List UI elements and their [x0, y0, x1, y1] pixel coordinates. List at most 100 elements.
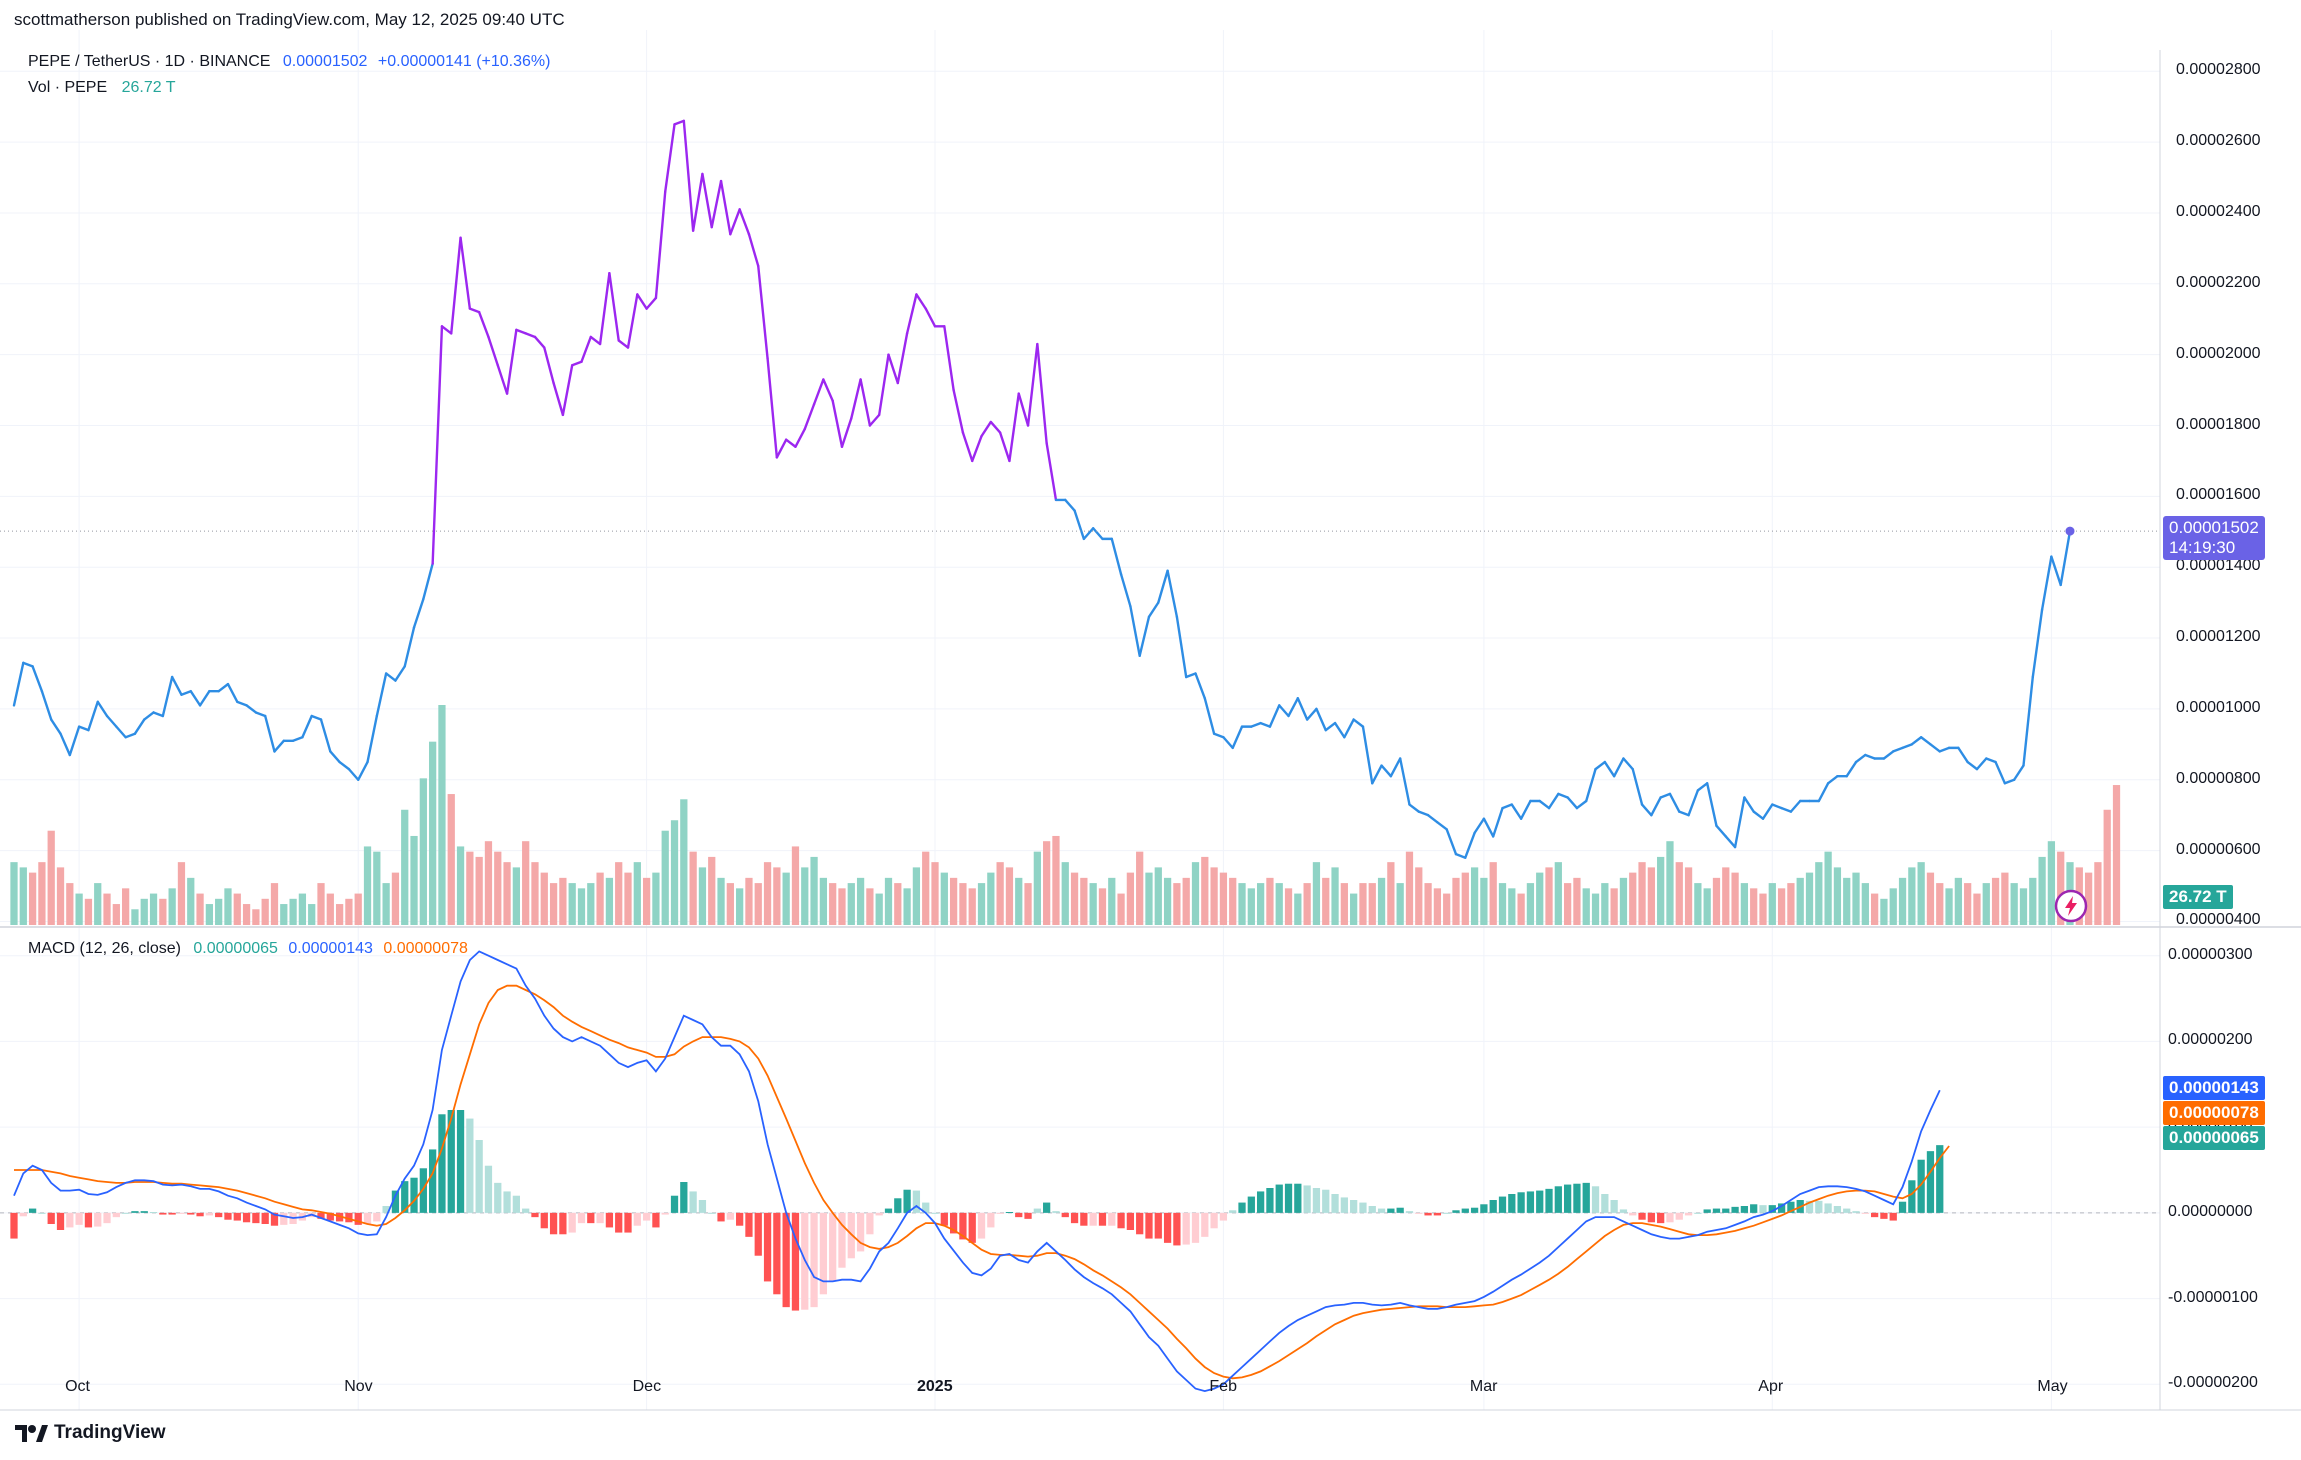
- macd-histogram-bar: [605, 1212, 614, 1228]
- volume-bar: [205, 904, 213, 925]
- macd-histogram-bar: [773, 1212, 781, 1295]
- volume-bar: [670, 820, 679, 925]
- macd-histogram-bar: [642, 1212, 651, 1221]
- volume-bar: [903, 888, 911, 925]
- price-line-segment: [943, 325, 955, 392]
- volume-bar: [801, 867, 809, 925]
- price-line-segment: [2059, 529, 2072, 587]
- macd-histogram-bar: [438, 1114, 446, 1213]
- macd-histogram-bar: [1508, 1194, 1516, 1213]
- macd-histogram-bar: [1238, 1202, 1246, 1213]
- volume-bar: [1136, 851, 1144, 925]
- price-line-segment: [794, 427, 806, 448]
- macd-histogram-bar: [977, 1212, 986, 1239]
- macd-histogram-bar: [1722, 1208, 1730, 1213]
- volume-bar: [1852, 872, 1860, 925]
- volume-bar: [1712, 877, 1721, 925]
- price-line-segment: [645, 296, 658, 310]
- price-line-segment: [1743, 796, 1755, 813]
- price-line-segment: [189, 689, 202, 707]
- macd-histogram-bar: [159, 1212, 167, 1215]
- volume-bar: [112, 904, 120, 925]
- volume-bar: [1703, 888, 1711, 925]
- price-line-segment: [124, 732, 137, 739]
- macd-histogram-bar: [1070, 1212, 1079, 1224]
- price-line-segment: [1733, 796, 1746, 849]
- price-line-segment: [784, 438, 797, 448]
- volume-bar: [2029, 877, 2037, 925]
- macd-histogram-bar: [429, 1149, 437, 1213]
- volume-bar: [1350, 893, 1358, 925]
- macd-histogram-bar: [559, 1212, 567, 1235]
- price-line-segment: [803, 403, 816, 431]
- volume-bar: [1117, 893, 1125, 925]
- macd-histogram-bar: [1712, 1208, 1721, 1213]
- macd-histogram-bar: [47, 1212, 55, 1224]
- volume-bar: [354, 893, 362, 925]
- volume-bar: [1284, 888, 1293, 925]
- volume-bar: [1163, 877, 1172, 925]
- volume-bar: [224, 888, 232, 925]
- volume-bar: [345, 898, 353, 925]
- volume-bar: [1610, 888, 1618, 925]
- price-line-segment: [1910, 736, 1923, 746]
- price-line-segment: [40, 689, 53, 721]
- volume-bar: [2047, 841, 2056, 925]
- price-line-segment: [217, 682, 230, 693]
- volume-bar: [1145, 872, 1153, 925]
- price-line-segment: [357, 760, 369, 781]
- price-line-segment: [1138, 615, 1151, 657]
- volume-bar: [1638, 862, 1646, 925]
- volume-bar: [1173, 883, 1181, 925]
- volume-bar: [1666, 841, 1674, 925]
- volume-bar: [47, 830, 55, 925]
- price-line-segment: [1752, 810, 1765, 820]
- lightning-icon[interactable]: [2053, 888, 2089, 924]
- price-line-segment: [384, 672, 397, 682]
- volume-bar: [866, 888, 874, 925]
- volume-bar: [1424, 883, 1432, 925]
- volume-bar: [1229, 877, 1237, 925]
- volume-bar: [912, 867, 921, 925]
- symbol-legend[interactable]: PEPE / TetherUS · 1D · BINANCE 0.0000150…: [28, 53, 550, 71]
- price-line-segment: [1938, 746, 1951, 753]
- macd-histogram-bar: [968, 1212, 976, 1243]
- macd-histogram-bar: [1517, 1192, 1525, 1213]
- macd-histogram-bar: [633, 1212, 641, 1226]
- macd-histogram-bar: [1061, 1212, 1069, 1218]
- volume-bar: [829, 883, 837, 925]
- volume-bar: [1647, 867, 1655, 925]
- volume-legend[interactable]: Vol · PEPE 26.72 T: [28, 79, 176, 97]
- last-price-tag-value: 0.00001502: [2169, 518, 2259, 537]
- macd-legend[interactable]: MACD (12, 26, close) 0.00000065 0.000001…: [28, 940, 468, 958]
- price-line-segment: [1203, 697, 1216, 735]
- macd-histogram-bar: [270, 1212, 279, 1226]
- macd-histogram-bar: [373, 1212, 381, 1222]
- price-line-segment: [1817, 782, 1830, 803]
- price-line-segment: [1594, 760, 1607, 771]
- macd-histogram-bar: [456, 1110, 465, 1213]
- price-line-segment: [198, 689, 211, 707]
- volume-bar: [1964, 883, 1972, 925]
- volume-bar: [680, 799, 688, 925]
- price-line-segment: [2040, 555, 2053, 611]
- macd-histogram-bar: [1219, 1212, 1228, 1221]
- macd-histogram-bar: [1182, 1212, 1190, 1245]
- price-line-segment: [1026, 342, 1039, 427]
- macd-histogram-bar: [112, 1212, 120, 1218]
- macd-histogram-bar: [419, 1168, 427, 1213]
- volume-bar: [1089, 883, 1097, 925]
- tradingview-logo[interactable]: TradingView: [14, 1422, 166, 1444]
- price-line-segment: [636, 293, 648, 310]
- volume-bar: [298, 893, 307, 925]
- price-line-segment: [840, 417, 853, 448]
- macd-histogram-bar: [1433, 1212, 1442, 1216]
- volume-bar: [763, 862, 772, 925]
- macd-histogram-bar: [912, 1190, 921, 1213]
- price-line-segment: [1184, 672, 1197, 679]
- macd-hist-value: 0.00000065: [193, 940, 278, 957]
- volume-bar: [1675, 862, 1683, 925]
- macd-histogram-bar: [475, 1140, 483, 1213]
- macd-histogram-bar: [196, 1212, 204, 1217]
- volume-bar: [1657, 856, 1665, 925]
